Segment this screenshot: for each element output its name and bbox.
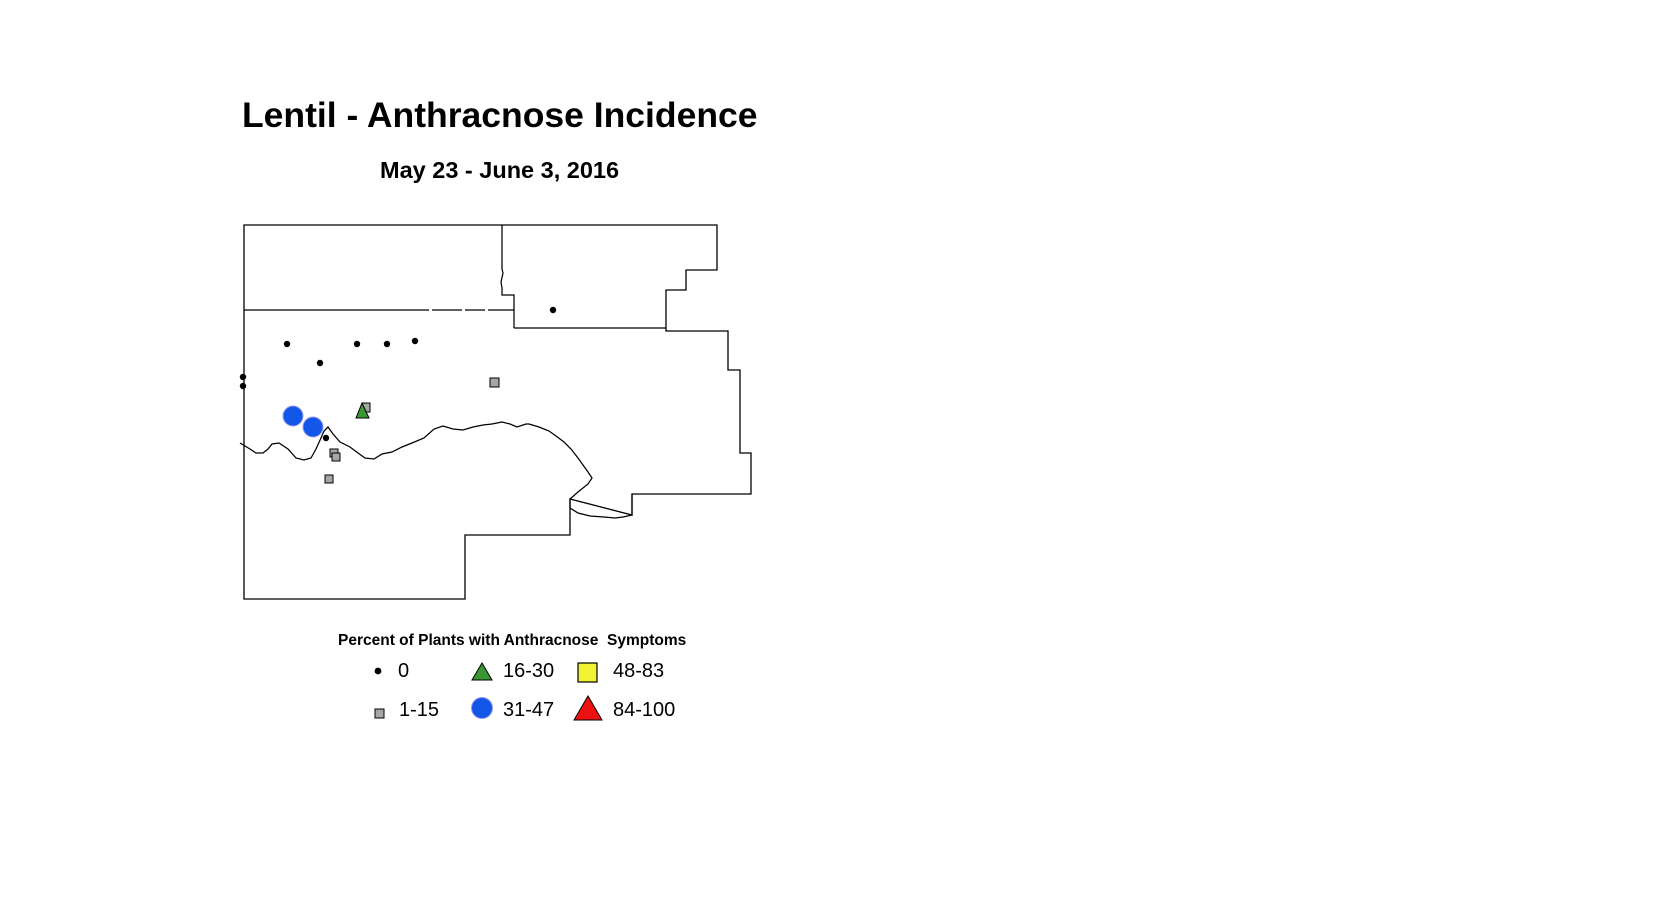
svg-text:48-83: 48-83: [613, 660, 664, 682]
svg-text:16-30: 16-30: [503, 660, 554, 682]
svg-text:31-47: 31-47: [503, 699, 554, 721]
svg-text:84-100: 84-100: [613, 699, 675, 721]
svg-text:0: 0: [398, 660, 409, 682]
svg-text:1-15: 1-15: [399, 699, 439, 721]
